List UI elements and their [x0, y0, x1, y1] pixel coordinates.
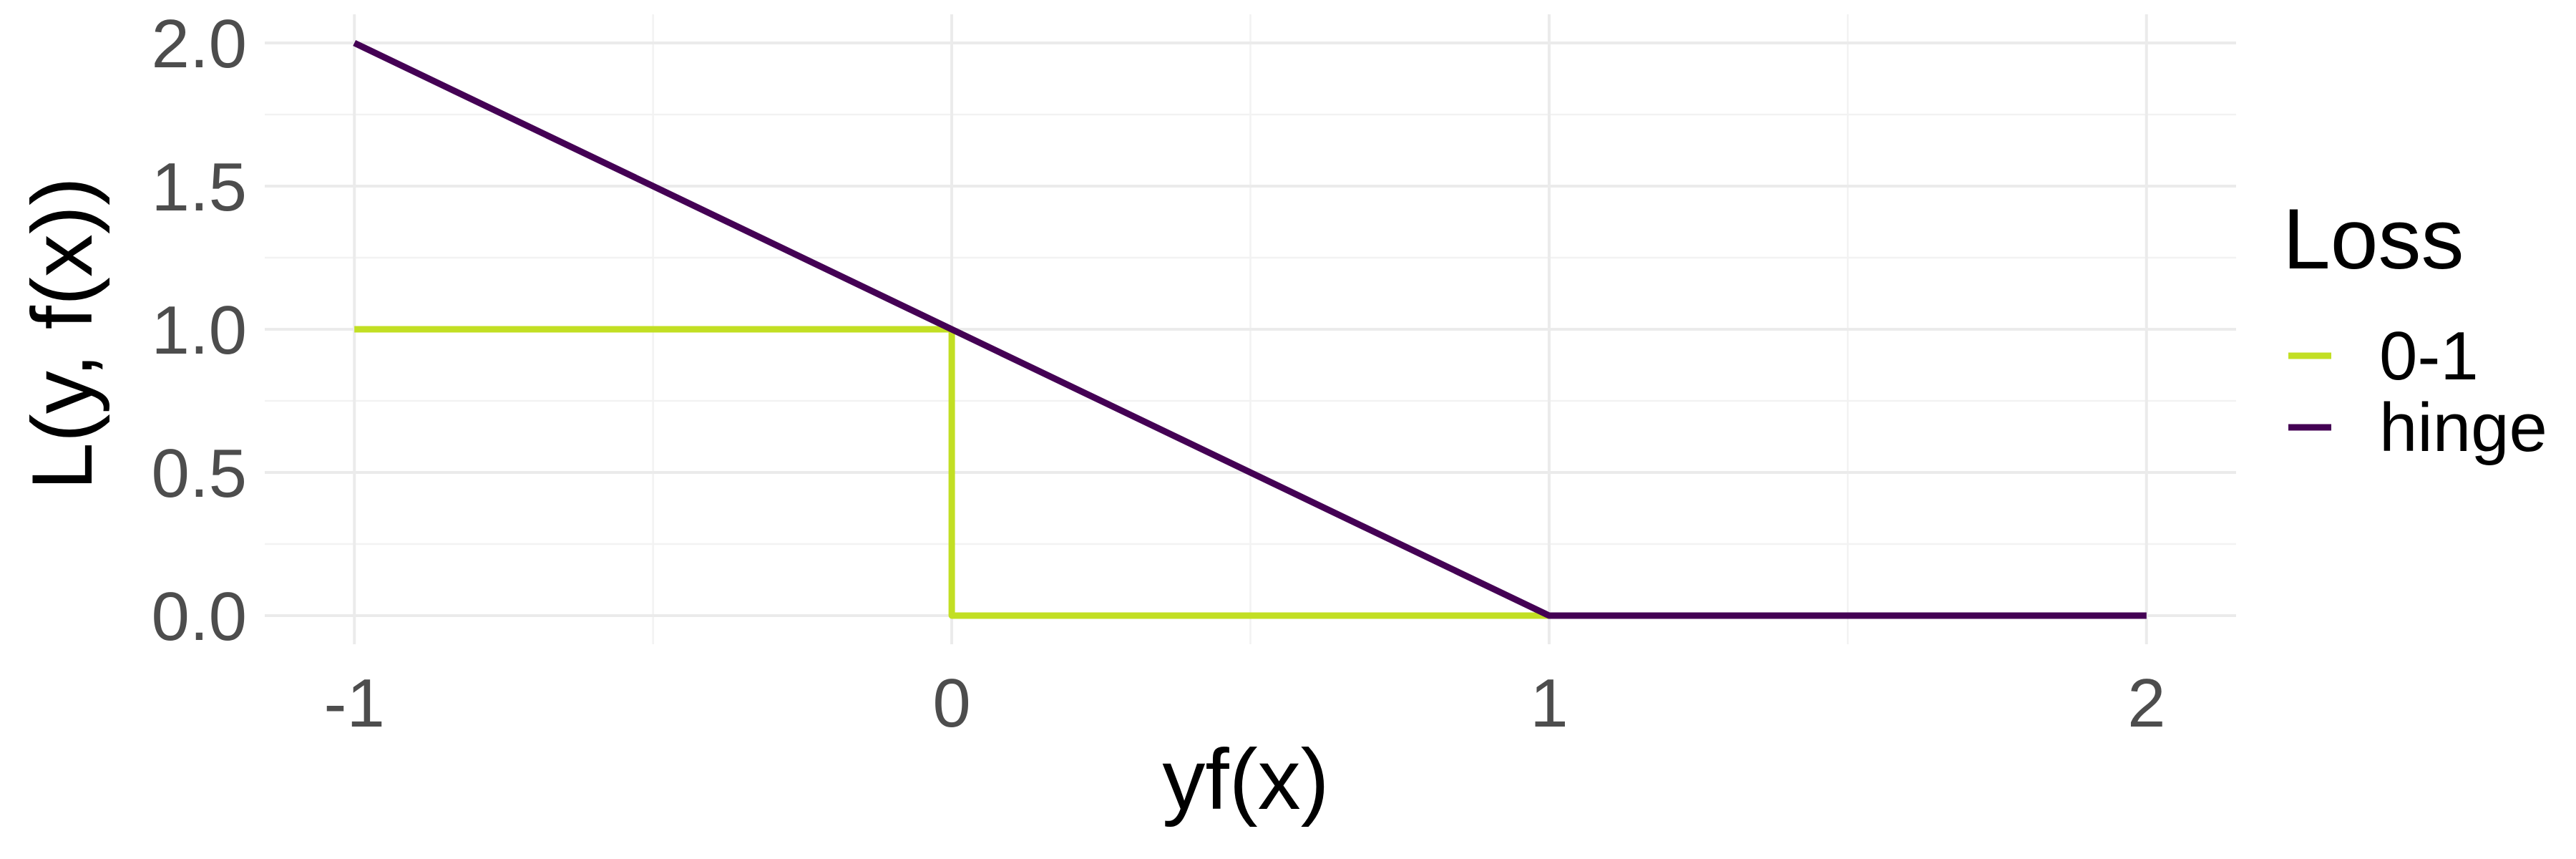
y-tick-label: 1.5 [152, 149, 247, 225]
legend-title: Loss [2283, 191, 2464, 287]
y-axis-title: L(y, f(x)) [14, 177, 110, 490]
y-tick-labels: 0.0 0.5 1.0 1.5 2.0 [152, 6, 247, 655]
minor-gridlines [265, 14, 2236, 644]
x-tick-label: 2 [2127, 665, 2165, 742]
y-tick-label: 0.0 [152, 578, 247, 655]
series-line-hinge [353, 39, 2147, 619]
legend-label-hinge: hinge [2379, 389, 2547, 466]
series-layer [353, 39, 2147, 619]
y-tick-label: 0.5 [152, 435, 247, 512]
x-tick-label: 0 [932, 665, 970, 742]
x-tick-labels: -1 0 1 2 [324, 665, 2166, 742]
series-line-0-1 [354, 326, 1549, 619]
x-axis-title: yf(x) [1162, 732, 1329, 828]
x-tick-label: -1 [324, 665, 385, 742]
x-tick-label: 1 [1530, 665, 1568, 742]
y-tick-label: 2.0 [152, 6, 247, 82]
y-tick-label: 1.0 [152, 292, 247, 369]
legend-label-0-1: 0-1 [2379, 318, 2479, 394]
